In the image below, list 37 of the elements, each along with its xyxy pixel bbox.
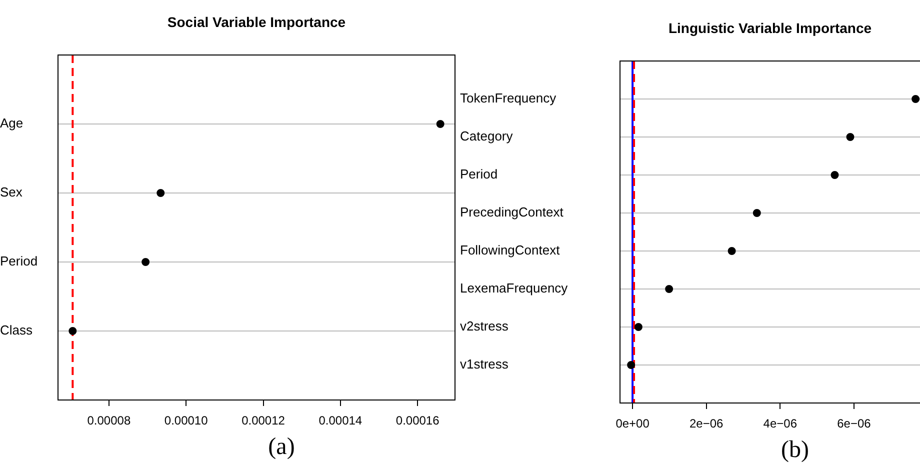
x-tick-label: 4e−06 bbox=[763, 416, 798, 431]
x-tick-label: 0.00014 bbox=[318, 414, 362, 428]
y-tick-label: TokenFrequency bbox=[460, 90, 557, 106]
point bbox=[665, 285, 674, 293]
point bbox=[627, 361, 636, 369]
point bbox=[142, 258, 150, 266]
point bbox=[68, 327, 77, 335]
point bbox=[634, 323, 642, 331]
y-tick-label: Period bbox=[460, 166, 498, 182]
point bbox=[752, 209, 761, 217]
y-tick-label: v2stress bbox=[460, 318, 509, 334]
x-tick-label: 0.00016 bbox=[396, 414, 440, 428]
y-tick-label: Period bbox=[0, 254, 38, 269]
point bbox=[912, 95, 920, 103]
text: (b) bbox=[781, 437, 809, 464]
x-tick-label: 0.00012 bbox=[242, 414, 286, 428]
point bbox=[728, 247, 736, 255]
text: (a) bbox=[268, 434, 295, 461]
chart-title: Social Variable Importance bbox=[167, 14, 346, 30]
point bbox=[830, 171, 839, 179]
y-tick-label: LexemaFrequency bbox=[460, 280, 568, 296]
x-tick-label: 2e−06 bbox=[689, 416, 724, 431]
y-tick-label: Sex bbox=[0, 184, 23, 200]
chart-title: Linguistic Variable Importance bbox=[668, 20, 872, 36]
y-tick-label: Class bbox=[0, 322, 34, 338]
y-tick-label: v1stress bbox=[460, 356, 509, 372]
x-tick-label: 0e+00 bbox=[616, 416, 650, 431]
point bbox=[156, 189, 165, 197]
point bbox=[846, 133, 854, 141]
y-tick-label: FollowingContext bbox=[460, 242, 560, 258]
y-tick-label: Category bbox=[460, 128, 514, 144]
x-tick-label: 0.00010 bbox=[164, 414, 208, 428]
y-tick-label: Age bbox=[0, 116, 24, 131]
y-tick-label: PrecedingContext bbox=[460, 204, 564, 220]
point bbox=[436, 120, 444, 128]
x-tick-label: 0.00008 bbox=[87, 414, 131, 428]
x-tick-label: 6e−06 bbox=[837, 416, 872, 431]
